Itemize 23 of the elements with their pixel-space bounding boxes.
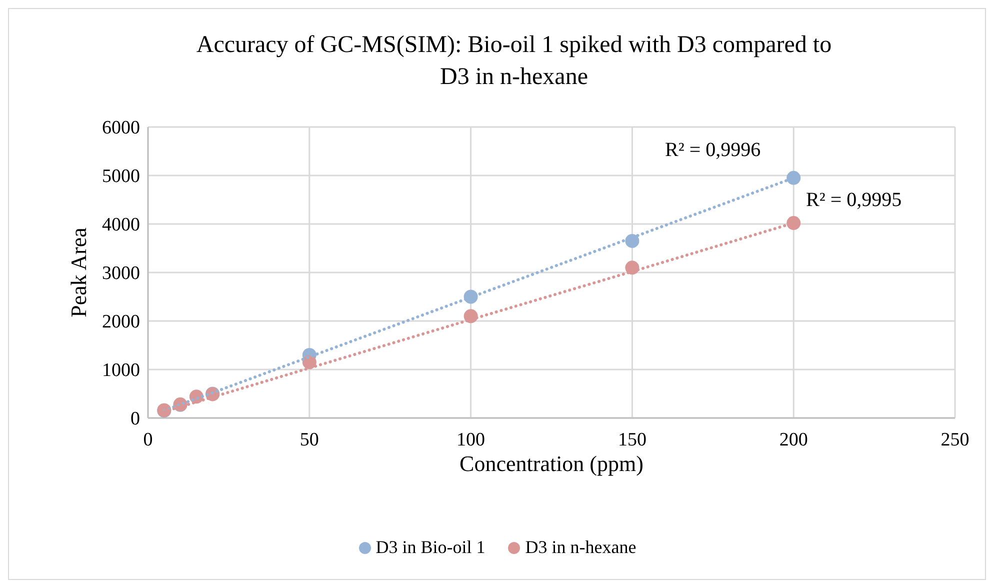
legend-label: D3 in Bio-oil 1 — [376, 537, 486, 558]
x-tick-label: 0 — [143, 429, 153, 450]
chart-title: Accuracy of GC-MS(SIM): Bio-oil 1 spiked with D3 compared to D3 in n-hexane — [195, 31, 833, 92]
x-axis-title: Concentration (ppm) — [460, 451, 644, 476]
x-tick-label: 150 — [618, 429, 646, 450]
legend-label: D3 in n-hexane — [525, 537, 636, 558]
x-tick-label: 250 — [940, 429, 970, 450]
point — [625, 234, 640, 248]
y-axis-title: Peak Area — [66, 227, 91, 318]
y-tick-label: 1000 — [102, 360, 140, 382]
x-tick-label: 50 — [300, 429, 319, 450]
annotation: R² = 0,9996 — [665, 139, 761, 162]
y-tick-label: 4000 — [102, 214, 140, 236]
y-tick-label: 6000 — [102, 118, 140, 139]
annotation: R² = 0,9995 — [806, 189, 902, 212]
y-tick-label: 2000 — [102, 312, 140, 333]
y-tick-label: 3000 — [102, 263, 140, 284]
y-tick-label: 5000 — [102, 166, 140, 188]
x-tick-label: 100 — [456, 429, 486, 450]
point — [786, 170, 801, 185]
point — [786, 216, 801, 230]
y-tick-label: 0 — [130, 408, 140, 430]
x-tick-label: 200 — [779, 429, 808, 450]
